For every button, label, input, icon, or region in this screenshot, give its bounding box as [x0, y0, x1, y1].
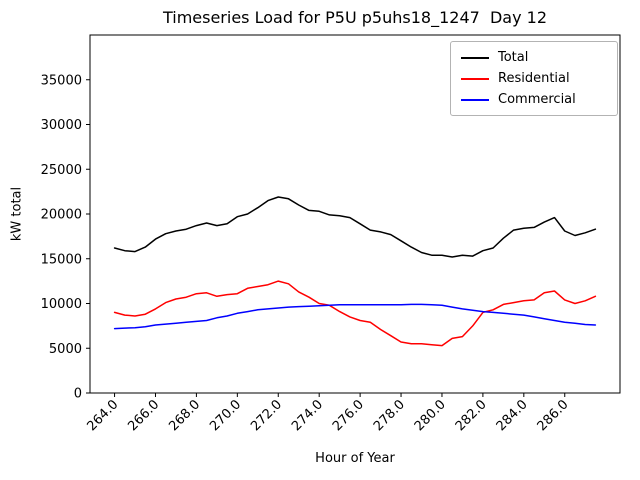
legend-line-total — [461, 56, 489, 59]
x-tick-label: 274.0 — [289, 397, 326, 434]
y-tick-label: 0 — [74, 387, 82, 402]
x-tick-label: 272.0 — [248, 397, 285, 434]
x-tick-label: 282.0 — [453, 397, 490, 434]
x-tick-label: 268.0 — [166, 397, 203, 434]
y-tick-label: 35000 — [41, 73, 82, 88]
legend-label-residential: Residential — [498, 71, 570, 86]
legend-item-commercial: Commercial — [460, 89, 608, 110]
x-tick-label: 278.0 — [371, 397, 408, 434]
series-line-commercial — [113, 303, 597, 330]
x-tick-label: 276.0 — [330, 397, 367, 434]
x-tick-label: 280.0 — [412, 397, 449, 434]
y-tick-label: 10000 — [41, 297, 82, 312]
legend-item-residential: Residential — [460, 68, 608, 89]
legend-item-total: Total — [460, 47, 608, 68]
y-tick-label: 15000 — [41, 252, 82, 267]
x-tick-label: 284.0 — [494, 397, 531, 434]
y-tick-label: 30000 — [41, 118, 82, 133]
series-line-residential — [113, 280, 597, 347]
y-axis-label: kW total — [9, 186, 25, 242]
legend: Total Residential Commercial — [450, 41, 618, 116]
x-tick-label: 270.0 — [207, 397, 244, 434]
series-line-total — [113, 196, 597, 258]
plot-frame — [89, 34, 621, 394]
x-tick-label: 266.0 — [125, 397, 162, 434]
y-tick-label: 25000 — [41, 163, 82, 178]
legend-line-residential — [461, 77, 489, 80]
legend-label-commercial: Commercial — [498, 92, 576, 107]
legend-label-total: Total — [498, 50, 529, 65]
chart-title: Timeseries Load for P5U p5uhs18_1247 Day… — [162, 8, 548, 27]
x-axis-label: Hour of Year — [315, 451, 395, 466]
x-tick-label: 286.0 — [535, 397, 572, 434]
legend-line-commercial — [461, 98, 489, 101]
y-tick-label: 20000 — [41, 208, 82, 223]
x-tick-label: 264.0 — [84, 397, 121, 434]
y-tick-label: 5000 — [49, 342, 82, 357]
